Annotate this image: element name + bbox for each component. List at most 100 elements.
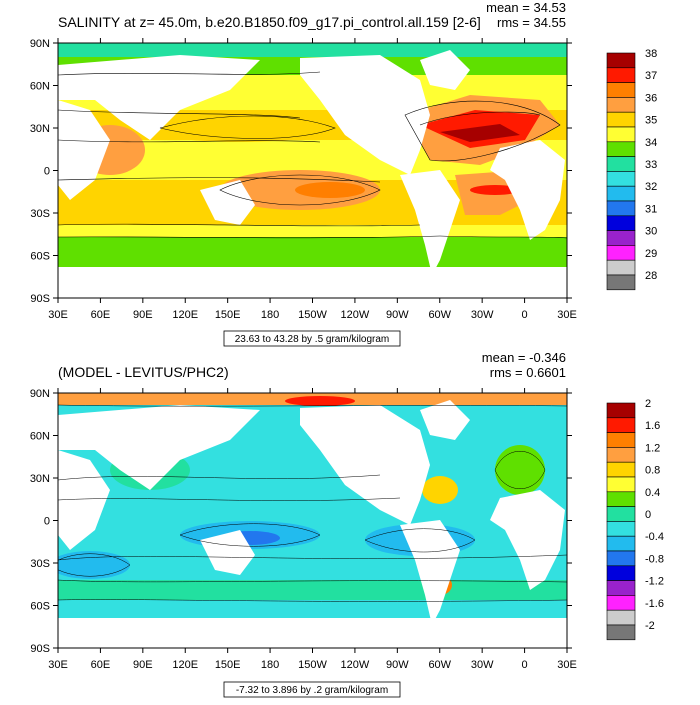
- colorbar-swatch: [606, 97, 636, 113]
- colorbar-swatch: [606, 111, 636, 128]
- colorbar-label: 0.4: [645, 487, 660, 499]
- colorbar-swatch: [606, 565, 636, 581]
- difference-map: [58, 393, 567, 648]
- colorbar-label: -0.4: [645, 531, 664, 543]
- lat-label: 60S: [30, 601, 50, 613]
- salinity-mean: mean = 34.53: [486, 0, 566, 15]
- colorbar-swatch: [606, 535, 636, 552]
- salinity-colorbar: 38 37 36 35 34 33 32 31 30 29 28: [606, 48, 657, 291]
- colorbar-swatch: [606, 417, 636, 433]
- lon-label: 60E: [91, 309, 111, 321]
- colorbar-label: 33: [645, 159, 657, 171]
- colorbar-swatch: [606, 259, 636, 276]
- lon-label: 90E: [133, 309, 153, 321]
- colorbar-label: 30: [645, 226, 657, 238]
- lon-label: 120E: [172, 309, 198, 321]
- lon-label: 150W: [298, 659, 327, 671]
- lon-label: 30E: [557, 309, 577, 321]
- lat-label: 60N: [30, 81, 50, 93]
- colorbar-swatch: [606, 624, 636, 641]
- colorbar-swatch: [606, 185, 636, 202]
- difference-colorbar: 2 1.6 1.2 0.8 0.4 0 -0.4 -0.8 -1.2 -1.6 -2: [606, 398, 664, 641]
- colorbar-swatch: [606, 156, 636, 172]
- colorbar-swatch: [606, 200, 636, 217]
- lon-label: 180: [261, 309, 279, 321]
- lon-label: 150E: [215, 309, 241, 321]
- lon-label: 30W: [471, 309, 494, 321]
- colorbar-swatch: [606, 126, 636, 143]
- lon-label: 120W: [341, 659, 370, 671]
- lat-label: 30S: [30, 208, 50, 220]
- lon-label: 150E: [215, 659, 241, 671]
- lon-label: 0: [522, 659, 528, 671]
- colorbar-swatch: [606, 580, 636, 596]
- colorbar-label: 1.6: [645, 420, 660, 432]
- colorbar-swatch: [606, 491, 636, 507]
- lat-label: 60N: [30, 431, 50, 443]
- colorbar-label: 2: [645, 398, 651, 410]
- colorbar-label: 38: [645, 48, 657, 60]
- colorbar-swatch: [606, 609, 636, 626]
- lon-label: 90W: [386, 309, 409, 321]
- colorbar-label: -2: [645, 620, 655, 632]
- colorbar-swatch: [606, 447, 636, 463]
- colorbar-swatch: [606, 521, 636, 537]
- lat-label: 90S: [30, 293, 50, 305]
- lon-label: 30W: [471, 659, 494, 671]
- salinity-panel: SALINITY at z= 45.0m, b.e20.B1850.f09_g1…: [30, 0, 657, 347]
- lon-label: 0: [522, 309, 528, 321]
- colorbar-label: 1.2: [645, 442, 660, 454]
- lat-label: 0: [44, 166, 50, 178]
- colorbar-swatch: [606, 141, 636, 157]
- lat-label: 30N: [30, 123, 50, 135]
- difference-title: (MODEL - LEVITUS/PHC2): [58, 364, 229, 380]
- lat-label: 60S: [30, 251, 50, 263]
- lat-label: 90N: [30, 388, 50, 400]
- lat-label: 90N: [30, 38, 50, 50]
- salinity-title: SALINITY at z= 45.0m, b.e20.B1850.f09_g1…: [58, 14, 481, 30]
- difference-axis-ticks: 30E 60E 90E 120E 150E 180 150W 120W 90W 60W 30W 0 30…: [30, 388, 577, 671]
- colorbar-label: 34: [645, 137, 657, 149]
- difference-rms: rms = 0.6601: [490, 365, 566, 380]
- lon-label: 30E: [48, 659, 68, 671]
- colorbar-swatch: [606, 67, 636, 83]
- salinity-caption-box: [223, 330, 401, 347]
- lon-label: 30E: [557, 659, 577, 671]
- salinity-map: [58, 43, 567, 298]
- colorbar-swatch: [606, 230, 636, 246]
- colorbar-swatch: [606, 274, 636, 291]
- lon-label: 180: [261, 659, 279, 671]
- colorbar-swatch: [606, 476, 636, 493]
- lon-label: 60W: [428, 659, 451, 671]
- colorbar-swatch: [606, 402, 636, 419]
- difference-caption-box: [223, 681, 401, 698]
- colorbar-label: 28: [645, 270, 657, 282]
- lon-label: 90W: [386, 659, 409, 671]
- colorbar-label: 29: [645, 248, 657, 260]
- lon-label: 120W: [341, 309, 370, 321]
- lon-label: 150W: [298, 309, 327, 321]
- colorbar-swatch: [606, 595, 636, 611]
- colorbar-label: 32: [645, 181, 657, 193]
- colorbar-label: -1.2: [645, 576, 664, 588]
- lon-label: 90E: [133, 659, 153, 671]
- lat-label: 30N: [30, 473, 50, 485]
- colorbar-swatch: [606, 245, 636, 261]
- colorbar-swatch: [606, 550, 636, 567]
- colorbar-swatch: [606, 506, 636, 522]
- colorbar-swatch: [606, 432, 636, 448]
- colorbar-label: 36: [645, 92, 657, 104]
- lon-label: 30E: [48, 309, 68, 321]
- lon-label: 60W: [428, 309, 451, 321]
- colorbar-label: 0.8: [645, 465, 660, 477]
- difference-mean: mean = -0.346: [482, 350, 566, 365]
- colorbar-swatch: [606, 52, 636, 69]
- colorbar-label: 31: [645, 203, 657, 215]
- lat-label: 30S: [30, 558, 50, 570]
- salinity-rms: rms = 34.55: [497, 15, 566, 30]
- colorbar-label: -0.8: [645, 553, 664, 565]
- colorbar-swatch: [606, 461, 636, 478]
- difference-caption: -7.32 to 3.896 by .2 gram/kilogram: [236, 685, 388, 696]
- lat-label: 90S: [30, 643, 50, 655]
